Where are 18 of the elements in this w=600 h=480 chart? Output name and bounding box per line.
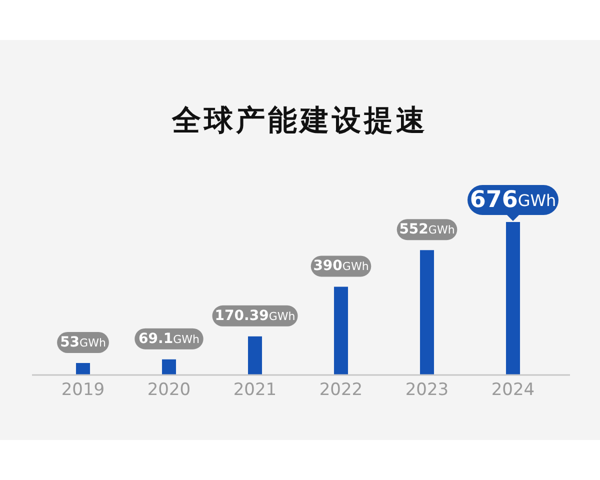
bar [76, 363, 90, 375]
data-label: 552GWh [399, 222, 455, 238]
data-label: 170.39GWh [214, 308, 296, 324]
x-tick-label: 2022 [319, 380, 363, 400]
data-label: 53GWh [60, 334, 106, 351]
bar [162, 359, 176, 375]
bar [334, 286, 348, 375]
data-label: 676GWh [470, 187, 556, 213]
x-tick-label: 2024 [491, 380, 535, 400]
chart-title: 全球产能建设提速 [170, 102, 429, 139]
bar [248, 336, 262, 375]
data-label: 69.1GWh [138, 330, 200, 347]
x-tick-label: 2020 [147, 380, 191, 400]
x-tick-label: 2023 [405, 380, 449, 400]
data-label: 390GWh [313, 258, 369, 274]
bar [420, 250, 434, 375]
x-tick-label: 2021 [233, 380, 277, 400]
x-tick-label: 2019 [61, 380, 105, 400]
